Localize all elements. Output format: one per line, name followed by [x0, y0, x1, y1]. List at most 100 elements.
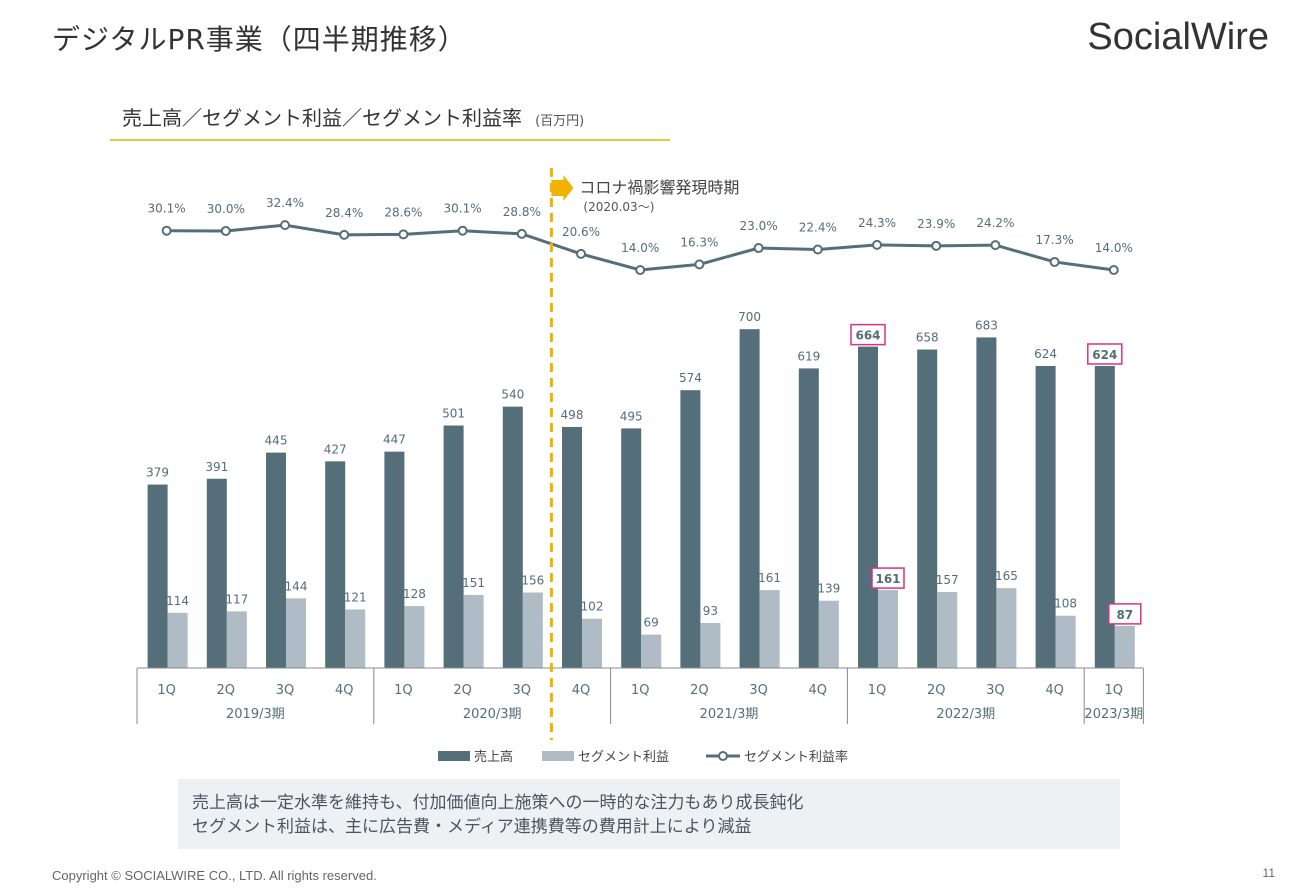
- sales-bar: [680, 390, 701, 668]
- sales-bar: [502, 406, 523, 668]
- subtitle-text: 売上高／セグメント利益／セグメント利益率: [122, 106, 522, 130]
- profit-value-label: 108: [1054, 597, 1077, 611]
- profit-bar: [700, 622, 721, 668]
- annotation-subtext: (2020.03〜): [583, 200, 654, 214]
- legend-label: セグメント利益率: [744, 749, 848, 765]
- sales-value-label: 495: [620, 409, 643, 423]
- rate-value-label: 24.3%: [858, 216, 896, 230]
- profit-value-label: 69: [644, 616, 659, 630]
- sales-value-label: 683: [975, 318, 998, 332]
- profit-bar: [937, 592, 958, 668]
- highlight-box: [1108, 603, 1142, 625]
- sales-value-label: 427: [324, 442, 347, 456]
- rate-point: [872, 239, 882, 250]
- x-tick-label: 4Q: [1045, 683, 1064, 698]
- x-tick-label: 3Q: [276, 683, 295, 698]
- x-tick-label: 3Q: [986, 683, 1005, 698]
- sales-value-label: 664: [855, 329, 880, 343]
- profit-value-label: 93: [703, 604, 718, 618]
- sales-value-label: 658: [916, 331, 939, 345]
- legend-swatch-sales: [438, 751, 470, 761]
- sales-bar: [562, 426, 582, 668]
- quarterly-chart: 379 114 391 117 445 144 427 121 447 128 501 151 540 1…: [136, 168, 1144, 765]
- sales-value-label: 498: [561, 408, 584, 422]
- profit-bar: [167, 612, 188, 668]
- rate-point: [753, 243, 764, 254]
- group-label: 2021/3期: [700, 707, 759, 722]
- sales-value-label: 624: [1092, 348, 1117, 362]
- x-tick-label: 1Q: [157, 683, 176, 698]
- subtitle-unit: (百万円): [535, 114, 585, 129]
- profit-value-label: 87: [1116, 608, 1133, 622]
- profit-value-label: 165: [995, 569, 1018, 583]
- rate-point: [635, 265, 646, 275]
- x-tick-label: 1Q: [394, 683, 413, 698]
- sales-value-label: 700: [738, 310, 761, 324]
- rate-value-label: 24.2%: [976, 216, 1014, 230]
- profit-bar: [1055, 615, 1076, 668]
- sales-value-label: 447: [383, 433, 406, 447]
- sales-bar: [266, 452, 286, 668]
- profit-bar: [463, 594, 484, 668]
- rate-value-label: 28.6%: [384, 205, 422, 219]
- sales-value-label: 445: [265, 434, 288, 448]
- legend-label: セグメント利益: [578, 750, 669, 765]
- group-label: 2020/3期: [463, 707, 522, 722]
- sales-bar: [384, 451, 405, 668]
- rate-point: [1049, 256, 1060, 267]
- rate-value-label: 30.1%: [444, 202, 482, 216]
- rate-point: [812, 244, 823, 255]
- x-tick-label: 1Q: [631, 683, 650, 698]
- profit-value-label: 151: [462, 576, 485, 590]
- sales-bar: [1094, 365, 1115, 668]
- sales-value-label: 501: [442, 407, 465, 421]
- rate-point: [220, 225, 231, 236]
- legend-swatch-profit: [542, 751, 574, 761]
- rate-point: [1108, 265, 1119, 275]
- sales-bar: [976, 337, 997, 668]
- profit-value-label: 161: [875, 572, 900, 586]
- sales-value-label: 619: [797, 349, 820, 363]
- rate-value-label: 14.0%: [1095, 241, 1133, 255]
- arrow-right-icon: [551, 175, 574, 201]
- page-number: 11: [1262, 866, 1275, 880]
- sales-value-label: 391: [205, 460, 228, 474]
- rate-value-label: 30.1%: [148, 202, 186, 216]
- rate-value-label: 20.6%: [562, 225, 600, 239]
- highlight-box: [1087, 343, 1123, 365]
- profit-value-label: 114: [166, 594, 189, 608]
- profit-bar: [345, 609, 366, 668]
- rate-value-label: 16.3%: [680, 235, 718, 249]
- profit-value-label: 156: [521, 573, 544, 587]
- sales-bar: [739, 329, 760, 668]
- highlight-box: [871, 567, 905, 589]
- chart-subtitle: 売上高／セグメント利益／セグメント利益率 (百万円): [110, 102, 670, 141]
- profit-bar: [818, 600, 839, 668]
- x-tick-label: 2Q: [217, 683, 236, 698]
- profit-value-label: 128: [403, 587, 426, 601]
- x-tick-label: 2Q: [690, 683, 709, 698]
- profit-value-label: 157: [936, 573, 959, 587]
- copyright-text: Copyright © SOCIALWIRE CO., LTD. All rig…: [52, 868, 377, 883]
- sales-bar: [858, 346, 878, 668]
- summary-line: 売上高は一定水準を維持も、付加価値向上施策への一時的な注力もあり成長鈍化: [192, 793, 804, 813]
- sales-bar: [1035, 365, 1056, 668]
- profit-bar: [878, 590, 898, 668]
- summary-box: 売上高は一定水準を維持も、付加価値向上施策への一時的な注力もあり成長鈍化 セグメ…: [178, 779, 1120, 849]
- sales-value-label: 540: [501, 388, 524, 402]
- rate-value-label: 28.4%: [325, 206, 363, 220]
- profit-bar: [404, 606, 425, 668]
- x-tick-label: 3Q: [749, 683, 768, 698]
- rate-point: [990, 240, 1001, 251]
- profit-value-label: 139: [817, 582, 840, 596]
- profit-bar: [759, 590, 780, 668]
- x-tick-label: 3Q: [513, 683, 532, 698]
- rate-value-label: 22.4%: [799, 221, 837, 235]
- group-label: 2019/3期: [226, 707, 285, 722]
- x-tick-label: 1Q: [1105, 683, 1124, 698]
- sales-bar: [443, 425, 464, 668]
- rate-point: [931, 240, 942, 251]
- rate-point: [161, 225, 172, 236]
- highlight-box: [850, 323, 886, 346]
- profit-bar: [522, 592, 543, 668]
